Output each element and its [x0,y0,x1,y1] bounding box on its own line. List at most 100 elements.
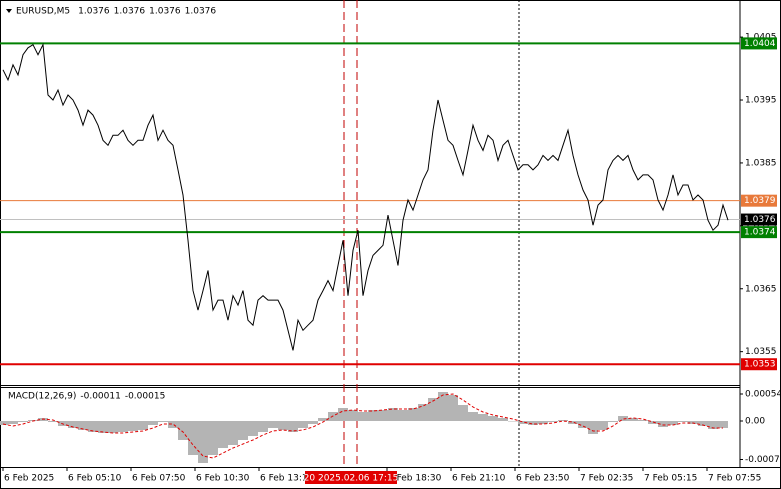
level-label-box [741,358,777,371]
level-label-box [741,213,777,226]
histogram-bar [98,421,108,433]
histogram-bar [78,421,88,430]
histogram-bar [488,416,498,421]
histogram-bar [178,421,188,440]
histogram-bar [248,421,258,436]
price-line [2,42,729,351]
menu-triangle [6,9,12,13]
histogram-bar [338,408,348,421]
level-label-box [741,37,777,50]
histogram-bar [8,421,18,424]
cursor-label-box [305,471,397,484]
histogram-bar [708,421,718,429]
histogram-bar [578,421,588,428]
histogram-bar [348,410,358,421]
level-label: 1.0353 [744,360,776,370]
histogram-bar [538,421,548,424]
histogram-bar [588,421,598,434]
histogram-bar [668,421,678,425]
level-label: 1.0379 [744,196,776,206]
histogram-bar [498,418,508,421]
histogram-bar [238,421,248,440]
histogram-bar [128,421,138,431]
indicator-value: -0.00011 [80,392,120,402]
histogram-bar [198,421,208,463]
x-tick-label: 6 Feb 10:30 [196,474,250,484]
histogram-bar [718,421,728,428]
y-tick-label: 1.0395 [745,96,777,106]
ohlc-value: 1.0376 [114,7,146,17]
ohlc-value: 1.0376 [185,7,217,17]
histogram-bar [288,421,298,432]
histogram-bar [158,421,168,422]
histogram-bar [528,421,538,425]
histogram-bar [408,408,418,421]
y-tick-label: 0.00054 [745,390,781,400]
x-tick-label: 6 Feb 13:10 [260,474,314,484]
x-tick-label: 7 Feb 05:15 [644,474,697,484]
histogram-bar [318,418,328,421]
histogram-bar [88,421,98,432]
histogram-bar [138,421,148,430]
histogram-bar [608,421,618,422]
histogram-bar [268,421,278,428]
level-label: 1.0374 [744,228,776,238]
histogram-bar [18,421,28,422]
histogram-bar [208,421,218,455]
histogram-bar [108,421,118,433]
x-tick-label: 6 Feb 21:10 [452,474,506,484]
histogram-bar [68,421,78,428]
histogram-bar [438,392,448,421]
y-tick-label: 1.0365 [745,284,777,294]
histogram-bar [168,421,178,428]
histogram-bar [278,421,288,430]
histogram-bar [628,418,638,421]
histogram-bar [638,420,648,421]
histogram-bar [418,404,428,421]
histogram-bar [368,410,378,421]
histogram-bar [468,412,478,421]
histogram-bar [118,421,128,432]
indicator-value: -0.00015 [125,392,165,402]
histogram-bar [298,421,308,428]
histogram-bar [358,412,368,421]
histogram-bar [458,405,468,421]
histogram-bar [478,414,488,421]
y-tick-label: 1.0385 [745,158,777,168]
histogram-bar [378,410,388,421]
histogram-bar [0,421,8,425]
histogram-bar [548,421,558,422]
cursor-label: 20 2025.02.06 17:15 [304,474,399,484]
histogram-bar [388,408,398,421]
histogram-bar [598,421,608,430]
histogram-bar [48,421,58,422]
histogram-bar [148,421,158,425]
histogram-bar [658,421,668,427]
histogram-bar [698,421,708,426]
ohlc-value: 1.0376 [78,7,110,17]
histogram-bar [428,398,438,421]
histogram-bar [308,421,318,424]
histogram-bar [448,395,458,421]
overlay: EURUSD,M5 1.0376 1.0376 1.0376 1.03761.04041… [2,7,777,484]
y-tick-label: 1.0355 [745,347,777,357]
x-tick-label: 6 Feb 23:50 [516,474,570,484]
x-tick-label: 6 Feb 05:10 [68,474,122,484]
chart-title: EURUSD,M5 [16,7,70,17]
histogram-bar [568,421,578,424]
histogram-bar [398,410,408,421]
ohlc-value: 1.0376 [149,7,181,17]
histogram-bar [518,421,528,424]
x-tick-label: 6 Feb 18:30 [388,474,442,484]
level-label-box [741,194,777,207]
x-tick-label: 6 Feb 07:50 [132,474,186,484]
y-tick-label: 0.00 [745,417,765,427]
histogram-bar [258,421,268,432]
histogram-bar [188,421,198,455]
histogram-bar [678,421,688,422]
indicator-title: MACD(12,26,9) [8,392,76,402]
histogram-bar [558,420,568,421]
